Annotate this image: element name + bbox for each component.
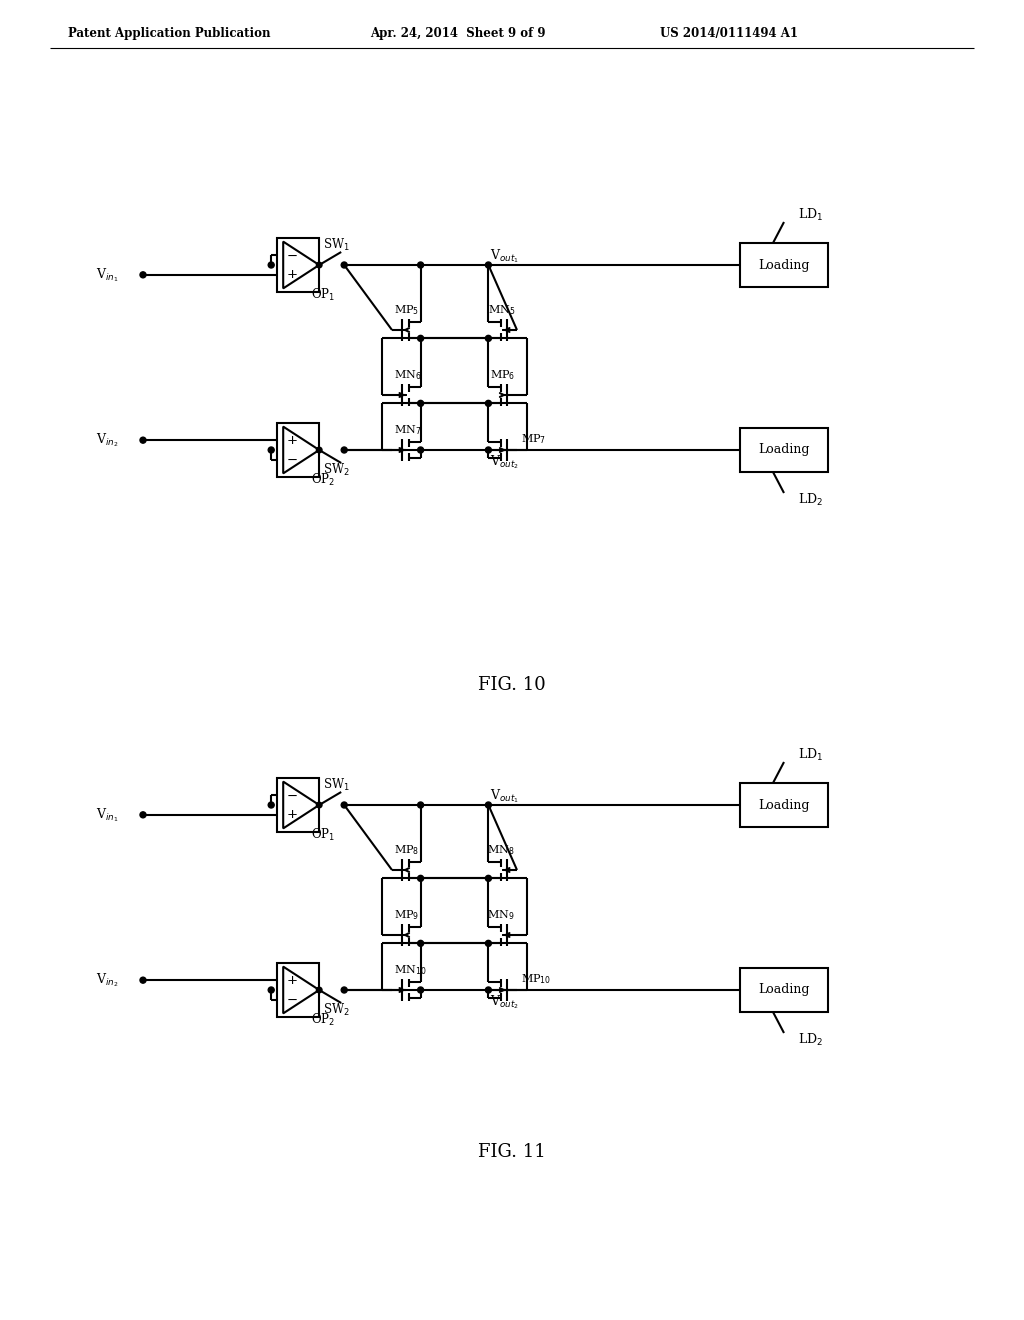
Text: OP$_1$: OP$_1$ (311, 286, 335, 304)
Circle shape (268, 261, 274, 268)
Text: MN$_{5}$: MN$_{5}$ (487, 304, 515, 317)
Text: Apr. 24, 2014  Sheet 9 of 9: Apr. 24, 2014 Sheet 9 of 9 (370, 26, 546, 40)
Text: $+$: $+$ (287, 974, 298, 986)
Bar (740, 428, 828, 473)
Circle shape (341, 803, 347, 808)
Text: $-$: $-$ (287, 248, 298, 261)
Circle shape (485, 261, 492, 268)
Text: FIG. 11: FIG. 11 (478, 1143, 546, 1162)
Text: Loading: Loading (758, 444, 810, 457)
Text: SW$_1$: SW$_1$ (324, 238, 350, 253)
Text: $-$: $-$ (287, 994, 298, 1006)
Text: MN$_{8}$: MN$_{8}$ (487, 843, 515, 857)
Text: SW$_2$: SW$_2$ (324, 1002, 350, 1018)
Text: FIG. 10: FIG. 10 (478, 676, 546, 694)
Text: V$_{out_2}$: V$_{out_2}$ (490, 993, 519, 1011)
Text: LD$_1$: LD$_1$ (798, 747, 823, 763)
Text: LD$_1$: LD$_1$ (798, 207, 823, 223)
Text: SW$_2$: SW$_2$ (324, 462, 350, 478)
Text: MN$_{9}$: MN$_{9}$ (487, 908, 515, 923)
Circle shape (268, 447, 274, 453)
Bar (740, 783, 828, 828)
Circle shape (140, 977, 146, 983)
Text: V$_{out_1}$: V$_{out_1}$ (490, 247, 519, 265)
Text: V$_{out_2}$: V$_{out_2}$ (490, 453, 519, 471)
Text: SW$_1$: SW$_1$ (324, 777, 350, 793)
Text: MN$_{10}$: MN$_{10}$ (394, 964, 427, 977)
Circle shape (418, 803, 424, 808)
Text: V$_{in_2}$: V$_{in_2}$ (96, 432, 119, 449)
Text: MN$_{7}$: MN$_{7}$ (394, 424, 422, 437)
Circle shape (341, 987, 347, 993)
Text: MP$_{9}$: MP$_{9}$ (394, 908, 420, 923)
Bar (278, 962, 319, 1018)
Text: MP$_{5}$: MP$_{5}$ (394, 304, 419, 317)
Text: Loading: Loading (758, 983, 810, 997)
Text: LD$_2$: LD$_2$ (798, 1032, 823, 1048)
Text: MP$_{10}$: MP$_{10}$ (521, 972, 551, 986)
Circle shape (140, 272, 146, 277)
Bar (740, 968, 828, 1012)
Circle shape (485, 803, 492, 808)
Text: $-$: $-$ (287, 453, 298, 466)
Text: MP$_{8}$: MP$_{8}$ (394, 843, 420, 857)
Text: Patent Application Publication: Patent Application Publication (68, 26, 270, 40)
Bar (278, 777, 319, 833)
Circle shape (316, 447, 322, 453)
Circle shape (316, 263, 322, 268)
Text: MP$_{7}$: MP$_{7}$ (521, 432, 546, 446)
Circle shape (485, 987, 492, 993)
Text: OP$_2$: OP$_2$ (311, 1012, 335, 1028)
Circle shape (418, 335, 424, 342)
Text: $+$: $+$ (287, 268, 298, 281)
Circle shape (485, 335, 492, 342)
Circle shape (485, 875, 492, 882)
Circle shape (418, 875, 424, 882)
Text: $-$: $-$ (287, 788, 298, 801)
Text: OP$_1$: OP$_1$ (311, 826, 335, 843)
Text: V$_{out_1}$: V$_{out_1}$ (490, 787, 519, 805)
Text: V$_{in_1}$: V$_{in_1}$ (96, 267, 119, 284)
Text: $+$: $+$ (287, 434, 298, 446)
Circle shape (418, 447, 424, 453)
Circle shape (341, 447, 347, 453)
Circle shape (341, 261, 347, 268)
Circle shape (418, 400, 424, 407)
Text: US 2014/0111494 A1: US 2014/0111494 A1 (660, 26, 798, 40)
Circle shape (140, 812, 146, 818)
Circle shape (418, 261, 424, 268)
Circle shape (485, 447, 492, 453)
Bar (278, 422, 319, 478)
Text: V$_{in_2}$: V$_{in_2}$ (96, 972, 119, 989)
Circle shape (268, 987, 274, 993)
Bar (278, 238, 319, 293)
Text: V$_{in_1}$: V$_{in_1}$ (96, 807, 119, 824)
Circle shape (485, 400, 492, 407)
Circle shape (418, 940, 424, 946)
Text: OP$_2$: OP$_2$ (311, 473, 335, 488)
Text: $+$: $+$ (287, 808, 298, 821)
Bar (740, 243, 828, 286)
Circle shape (316, 987, 322, 993)
Circle shape (316, 803, 322, 808)
Text: Loading: Loading (758, 259, 810, 272)
Text: MN$_{6}$: MN$_{6}$ (394, 368, 422, 381)
Circle shape (268, 803, 274, 808)
Text: LD$_2$: LD$_2$ (798, 492, 823, 508)
Circle shape (485, 940, 492, 946)
Text: Loading: Loading (758, 799, 810, 812)
Circle shape (418, 987, 424, 993)
Text: MP$_{6}$: MP$_{6}$ (489, 368, 515, 381)
Circle shape (140, 437, 146, 444)
